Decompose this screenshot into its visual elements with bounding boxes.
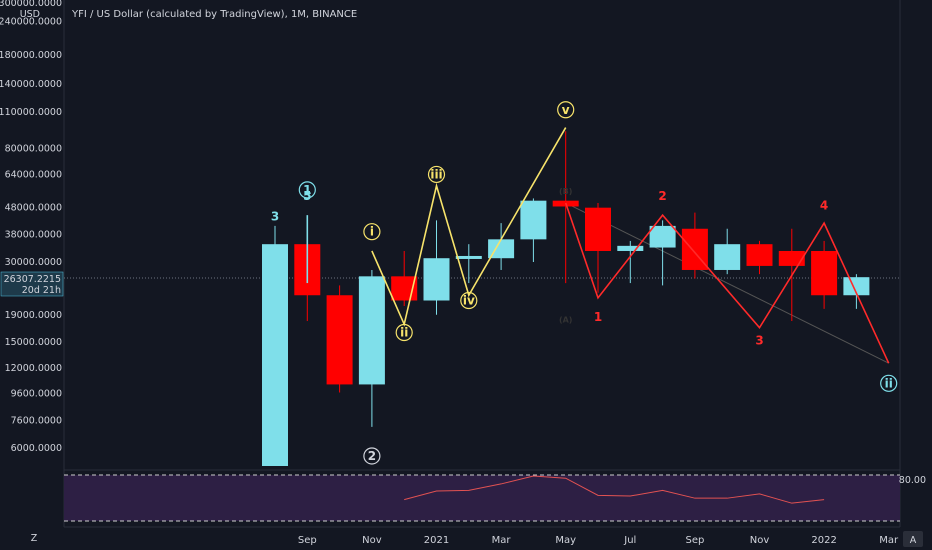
- price-tag-countdown: 20d 21h: [22, 285, 61, 296]
- wave-label: 1: [594, 310, 602, 324]
- candle-body: [585, 207, 611, 251]
- y-tick-label: 19000.0000: [5, 310, 62, 321]
- candle-body: [358, 276, 385, 385]
- y-tick-label: 6000.0000: [11, 443, 62, 454]
- wave-label: 4: [820, 198, 828, 212]
- y-tick-label: 48000.0000: [5, 203, 62, 214]
- wave-label: i: [370, 225, 374, 239]
- candle-body: [262, 244, 288, 466]
- candle-body: [423, 258, 450, 301]
- y-tick-label: 30000.0000: [5, 257, 62, 268]
- auto-scale-button[interactable]: [903, 531, 923, 547]
- wave-label: v: [562, 103, 570, 117]
- wave-label: iii: [430, 167, 442, 181]
- candle-body: [778, 250, 805, 266]
- wave-label: iv: [463, 294, 475, 308]
- x-tick-label: Sep: [298, 535, 317, 546]
- y-tick-label: 80000.0000: [5, 144, 62, 155]
- x-tick-label: May: [555, 535, 576, 546]
- x-tick-label: Nov: [362, 535, 382, 546]
- wave-label: (B): [559, 187, 572, 196]
- wave-label: ii: [885, 376, 893, 390]
- y-tick-label: 38000.0000: [5, 230, 62, 241]
- candle-body: [455, 255, 482, 259]
- candle-body: [488, 239, 515, 259]
- y-tick-label: 9600.0000: [11, 389, 62, 400]
- wave-label-circle: [557, 101, 575, 119]
- wave-label: (A): [559, 315, 573, 324]
- x-tick-label: Jul: [623, 535, 636, 546]
- rsi-line: [404, 475, 825, 504]
- y-tick-label: 12000.0000: [5, 363, 62, 374]
- price-tag: 26307.2215 20d 21h: [0, 271, 64, 297]
- y-tick-label: 140000.0000: [0, 79, 62, 90]
- wave-label-circle: [880, 374, 898, 392]
- candle-body: [520, 200, 547, 240]
- auto-scale-icon: A: [910, 535, 917, 546]
- candle-body: [811, 250, 838, 296]
- y-tick-label: 7600.0000: [11, 416, 62, 427]
- y-tick-label: 180000.0000: [0, 50, 62, 61]
- x-tick-label: Sep: [685, 535, 704, 546]
- wave-label: 2: [368, 449, 376, 463]
- wave-path-red: [564, 202, 890, 364]
- trendline-layer: [565, 202, 889, 364]
- y-tick-label: 240000.0000: [0, 17, 62, 28]
- axis-z-label[interactable]: Z: [31, 533, 38, 544]
- y-tick-label: 110000.0000: [0, 107, 62, 118]
- y-tick-label: 64000.0000: [5, 169, 62, 180]
- x-axis-ticks: Sep Nov 2021 Mar May Jul Sep Nov 2022 Mar: [298, 535, 899, 546]
- wave-label: 1: [303, 183, 311, 197]
- wave-path-trendline: [565, 202, 889, 364]
- candle-body: [714, 244, 741, 270]
- rsi-level-label: 80.00: [899, 475, 926, 486]
- candle-body: [649, 225, 676, 248]
- chart-title: YFI / US Dollar (calculated by TradingVi…: [71, 9, 357, 20]
- axis-currency: USD: [20, 9, 40, 20]
- wave-label-circle: [460, 291, 478, 310]
- x-tick-label: Mar: [492, 535, 512, 546]
- wave-label-circle: [363, 223, 381, 241]
- x-tick-label: Mar: [879, 535, 899, 546]
- price-tag-value: 26307.2215: [4, 274, 61, 285]
- wave-label: 3: [755, 334, 763, 348]
- wave-label-circle: [427, 165, 446, 184]
- candle-body: [617, 245, 644, 251]
- wave-label-circle: [395, 323, 413, 342]
- wave-paths-layer: [306, 127, 890, 364]
- wave-label: ii: [400, 326, 408, 340]
- wave-label: 2: [658, 189, 666, 203]
- y-tick-label: 15000.0000: [5, 337, 62, 348]
- rsi-band: [64, 475, 900, 521]
- wave-label: 3: [271, 209, 279, 223]
- wave-path-yellow: [371, 127, 567, 327]
- x-tick-label: 2022: [811, 535, 836, 546]
- candle-body: [843, 277, 870, 296]
- x-tick-label: Nov: [750, 535, 770, 546]
- wave-label-circle: [363, 447, 381, 465]
- x-tick-label: 2021: [424, 535, 449, 546]
- axis-top-price: 300000.0000: [0, 0, 62, 9]
- candle-body: [326, 295, 353, 385]
- wave-label-circle: [298, 181, 316, 199]
- wave-label: 5: [303, 189, 311, 203]
- candles-layer: [262, 131, 870, 466]
- candle-body: [746, 244, 773, 266]
